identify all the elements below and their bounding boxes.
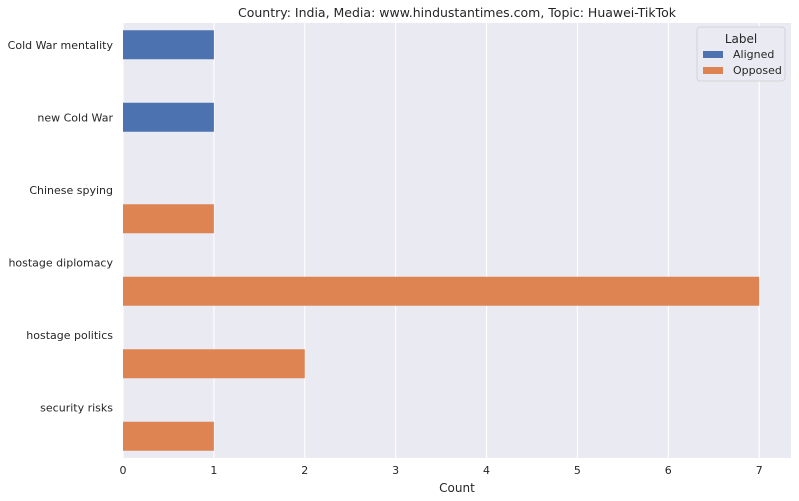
legend-swatch-opposed [703,67,723,74]
y-category-label: new Cold War [37,111,113,124]
bar-opposed-3 [123,276,760,306]
x-tick-label: 5 [574,464,581,477]
x-tick-label: 1 [210,464,217,477]
chart-title: Country: India, Media: www.hindustantime… [238,5,677,20]
y-category-label: hostage politics [26,329,113,342]
legend-label-opposed: Opposed [733,64,782,77]
y-category-label: Chinese spying [29,184,113,197]
legend: Label Aligned Opposed [696,26,786,82]
legend-label-aligned: Aligned [733,48,774,61]
bar-opposed-4 [123,349,305,379]
y-category-label: Cold War mentality [8,39,114,52]
grid-lines [122,23,760,458]
legend-title: Label [725,32,757,46]
x-axis-label: Count [439,481,475,495]
x-tick-label: 2 [301,464,308,477]
x-tick-label: 6 [665,464,672,477]
plot-area [123,23,791,458]
x-tick-label: 4 [483,464,490,477]
x-axis: 0 1 2 3 4 5 6 7 [120,464,763,477]
y-category-label: hostage diplomacy [8,256,113,269]
y-axis: Cold War mentality new Cold War Chinese sp… [8,39,114,415]
bar-aligned-1 [123,102,214,132]
bars [123,30,760,451]
y-category-label: security risks [40,401,113,414]
bar-opposed-2 [123,204,214,234]
bar-opposed-5 [123,421,214,451]
x-tick-label: 0 [120,464,127,477]
legend-swatch-aligned [703,51,723,58]
x-tick-label: 3 [392,464,399,477]
bar-aligned-0 [123,30,214,60]
x-tick-label: 7 [756,464,763,477]
